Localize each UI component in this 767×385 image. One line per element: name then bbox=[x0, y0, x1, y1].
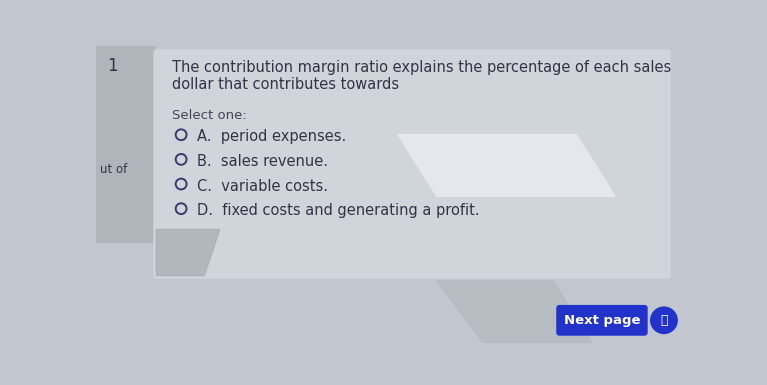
FancyBboxPatch shape bbox=[556, 305, 647, 336]
Polygon shape bbox=[398, 135, 615, 196]
Text: B.  sales revenue.: B. sales revenue. bbox=[196, 154, 328, 169]
Text: The contribution margin ratio explains the percentage of each sales: The contribution margin ratio explains t… bbox=[172, 60, 671, 75]
FancyBboxPatch shape bbox=[96, 46, 156, 243]
Polygon shape bbox=[437, 281, 592, 343]
Text: 1: 1 bbox=[107, 57, 117, 75]
Text: D.  fixed costs and generating a profit.: D. fixed costs and generating a profit. bbox=[196, 203, 479, 218]
Text: Select one:: Select one: bbox=[172, 109, 246, 122]
FancyBboxPatch shape bbox=[153, 49, 671, 279]
Text: A.  period expenses.: A. period expenses. bbox=[196, 129, 346, 144]
Text: ⧉: ⧉ bbox=[660, 314, 668, 327]
Polygon shape bbox=[156, 229, 220, 276]
Text: Next page: Next page bbox=[564, 314, 640, 327]
Text: dollar that contributes towards: dollar that contributes towards bbox=[172, 77, 399, 92]
Text: ut of: ut of bbox=[100, 163, 127, 176]
Text: C.  variable costs.: C. variable costs. bbox=[196, 179, 328, 194]
Circle shape bbox=[650, 306, 678, 334]
